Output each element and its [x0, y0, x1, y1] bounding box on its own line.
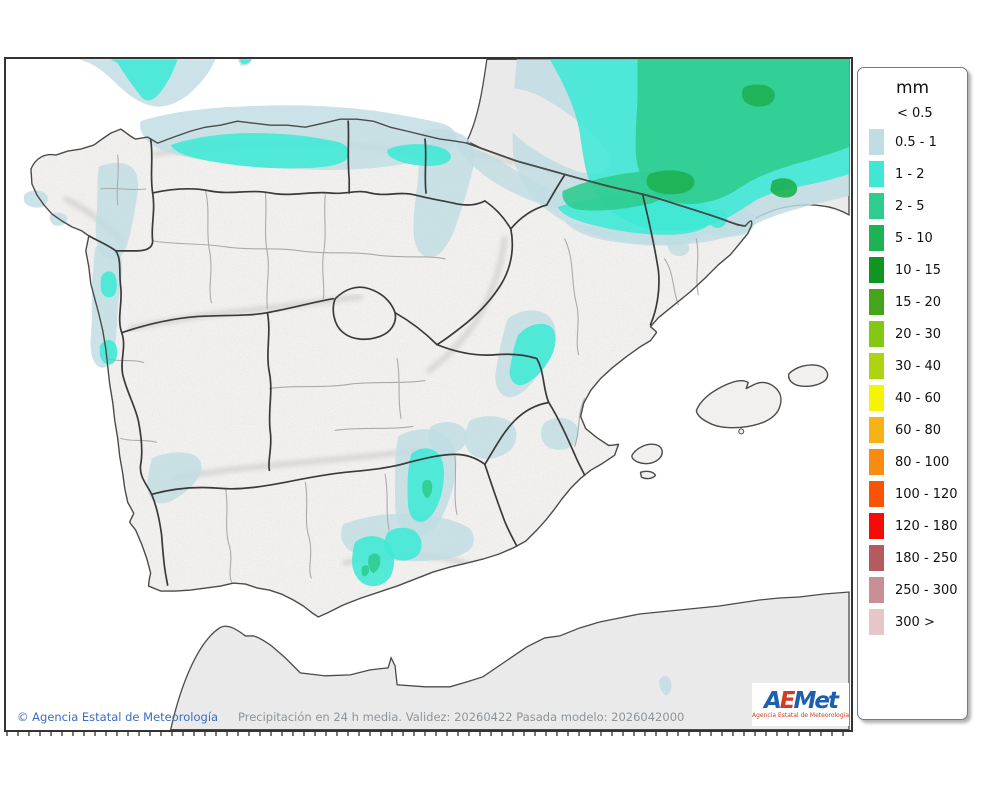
- legend-swatch: [869, 193, 884, 219]
- madrid-border: [332, 286, 397, 341]
- legend-item-label: 30 - 40: [895, 358, 942, 374]
- legend-item-label: 15 - 20: [895, 294, 942, 310]
- aragon-catalonia-border: [641, 193, 660, 326]
- logo-letter: t: [828, 688, 839, 714]
- legend-swatch: [869, 353, 884, 379]
- legend-item-label: 300 >: [895, 614, 935, 630]
- legend-item: 15 - 20: [869, 289, 967, 315]
- legend-item: 20 - 30: [869, 321, 967, 347]
- legend-swatch: [869, 225, 884, 251]
- portugal-spain-border: [87, 235, 169, 586]
- legend-item-label: 1 - 2: [895, 166, 925, 182]
- legend-items: 0.5 - 1 1 - 2 2 - 5 5 - 10 10 - 15 15 - 20 20 …: [858, 129, 967, 635]
- logo-letter: e: [814, 688, 830, 714]
- legend-item-label: 0.5 - 1: [895, 134, 937, 150]
- legend-title: mm: [895, 78, 930, 98]
- balearic-islands: [631, 364, 828, 479]
- legend-item: 80 - 100: [869, 449, 967, 475]
- legend-item-label: 250 - 300: [895, 582, 958, 598]
- legend-swatch: [869, 513, 884, 539]
- legend-item-label: 5 - 10: [895, 230, 933, 246]
- cabrera-islet: [738, 428, 745, 435]
- legend-item-label: 20 - 30: [895, 326, 942, 342]
- legend-swatch: [869, 417, 884, 443]
- legend-item-label: 100 - 120: [895, 486, 958, 502]
- legend-item-label: 60 - 80: [895, 422, 942, 438]
- legend-swatch: [869, 129, 884, 155]
- legend-item: 2 - 5: [869, 193, 967, 219]
- province-borders: [100, 154, 699, 583]
- legend-item-label: 80 - 100: [895, 454, 950, 470]
- precip-cantabrian-cyan: [170, 133, 350, 169]
- legend-below-threshold-label: < 0.5: [897, 106, 933, 121]
- legend-swatch: [869, 161, 884, 187]
- legend-item: 100 - 120: [869, 481, 967, 507]
- spain-precipitation-map: [6, 59, 851, 730]
- legend-item-label: 40 - 60: [895, 390, 942, 406]
- legend-item: 5 - 10: [869, 225, 967, 251]
- legend-item-label: 120 - 180: [895, 518, 958, 534]
- logo-letter: A: [763, 688, 782, 714]
- andalucia-border: [150, 453, 486, 496]
- aemet-logo-text: AEMet: [763, 688, 839, 714]
- legend-item-label: 2 - 5: [895, 198, 925, 214]
- legend-item-label: 10 - 15: [895, 262, 942, 278]
- precip-france-green: [635, 59, 850, 205]
- legend-swatch: [869, 385, 884, 411]
- copyright-text: © Agencia Estatal de Meteorología: [17, 710, 219, 724]
- legend-item: 300 >: [869, 609, 967, 635]
- legend-item: 30 - 40: [869, 353, 967, 379]
- legend-swatch: [869, 289, 884, 315]
- legend-item: 1 - 2: [869, 161, 967, 187]
- legend-swatch: [869, 545, 884, 571]
- logo-letter: M: [793, 688, 817, 714]
- france-dry-gap: [493, 87, 610, 174]
- legend-swatch: [869, 257, 884, 283]
- legend-item: 180 - 250: [869, 545, 967, 571]
- map-caption: Precipitación en 24 h media. Validez: 20…: [238, 710, 685, 724]
- legend-item: 250 - 300: [869, 577, 967, 603]
- legend-swatch: [869, 481, 884, 507]
- legend-panel: mm < 0.5 0.5 - 1 1 - 2 2 - 5 5 - 10 10 - 15 1…: [857, 67, 968, 720]
- legend-item: 40 - 60: [869, 385, 967, 411]
- longitude-tick-marks: [6, 732, 851, 736]
- map-canvas: [4, 57, 853, 732]
- aemet-logo: AEMet Agencia Estatal de Meteorología: [752, 683, 849, 726]
- legend-item: 10 - 15: [869, 257, 967, 283]
- legend-item: 0.5 - 1: [869, 129, 967, 155]
- aemet-logo-subtitle: Agencia Estatal de Meteorología: [752, 712, 849, 719]
- legend-swatch: [869, 449, 884, 475]
- legend-swatch: [869, 577, 884, 603]
- legend-item: 60 - 80: [869, 417, 967, 443]
- legend-swatch: [869, 609, 884, 635]
- logo-letter: E: [779, 688, 796, 714]
- legend-swatch: [869, 321, 884, 347]
- legend-item: 120 - 180: [869, 513, 967, 539]
- legend-item-label: 180 - 250: [895, 550, 958, 566]
